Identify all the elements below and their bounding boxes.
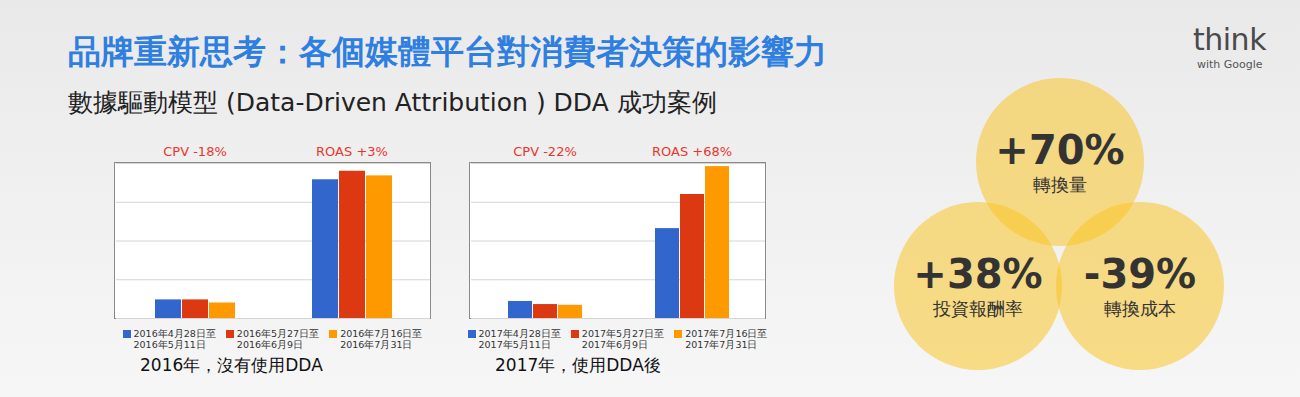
html-text:數據驅動模型 (Data-Driven Attributio: 數據驅動模型 (Data-Driven Attribution ) DDA 成功… xyxy=(68,88,717,117)
svg-text:CPV -18%: CPV -18% xyxy=(163,144,227,159)
html-text:2016年5月27日至 2016年6月9日: 2016年5月27日至 2016年6月9日 xyxy=(236,328,320,350)
html-text:2017年7月16日至 2017年7月31日: 2017年7月16日至 2017年7月31日 xyxy=(685,328,768,350)
html-text:+38%: +38% xyxy=(913,251,1043,297)
html-text:2016年，沒有使用DDA: 2016年，沒有使用DDA xyxy=(140,355,323,375)
html-text:2016年7月16日至 2016年7月31日: 2016年7月16日至 2016年7月31日 xyxy=(340,328,423,350)
svg-text:ROAS +68%: ROAS +68% xyxy=(652,144,732,159)
html-text:2017年4月28日至 2017年5月11日: 2017年4月28日至 2017年5月11日 xyxy=(478,328,561,350)
html-text:-39%: -39% xyxy=(1083,251,1197,297)
html-text:2016年4月28日至 2016年5月11日: 2016年4月28日至 2016年5月11日 xyxy=(133,328,216,350)
html-text:2017年，使用DDA後: 2017年，使用DDA後 xyxy=(495,355,661,375)
html-text:投資報酬率: 投資報酬率 xyxy=(933,298,1023,319)
html-text:品牌重新思考：各個媒體平台對消費者決策的影響力: 品牌重新思考：各個媒體平台對消費者決策的影響力 xyxy=(68,32,827,71)
svg-text:ROAS +3%: ROAS +3% xyxy=(316,144,388,159)
html-text:think: think xyxy=(1193,22,1266,57)
html-text:with Google: with Google xyxy=(1197,58,1263,71)
html-text:2017年5月27日至 2017年6月9日: 2017年5月27日至 2017年6月9日 xyxy=(581,328,665,350)
html-text:轉換成本: 轉換成本 xyxy=(1104,298,1176,319)
html-text:轉換量: 轉換量 xyxy=(1033,174,1087,195)
svg-text:CPV -22%: CPV -22% xyxy=(513,144,577,159)
html-text:+70%: +70% xyxy=(995,127,1125,173)
